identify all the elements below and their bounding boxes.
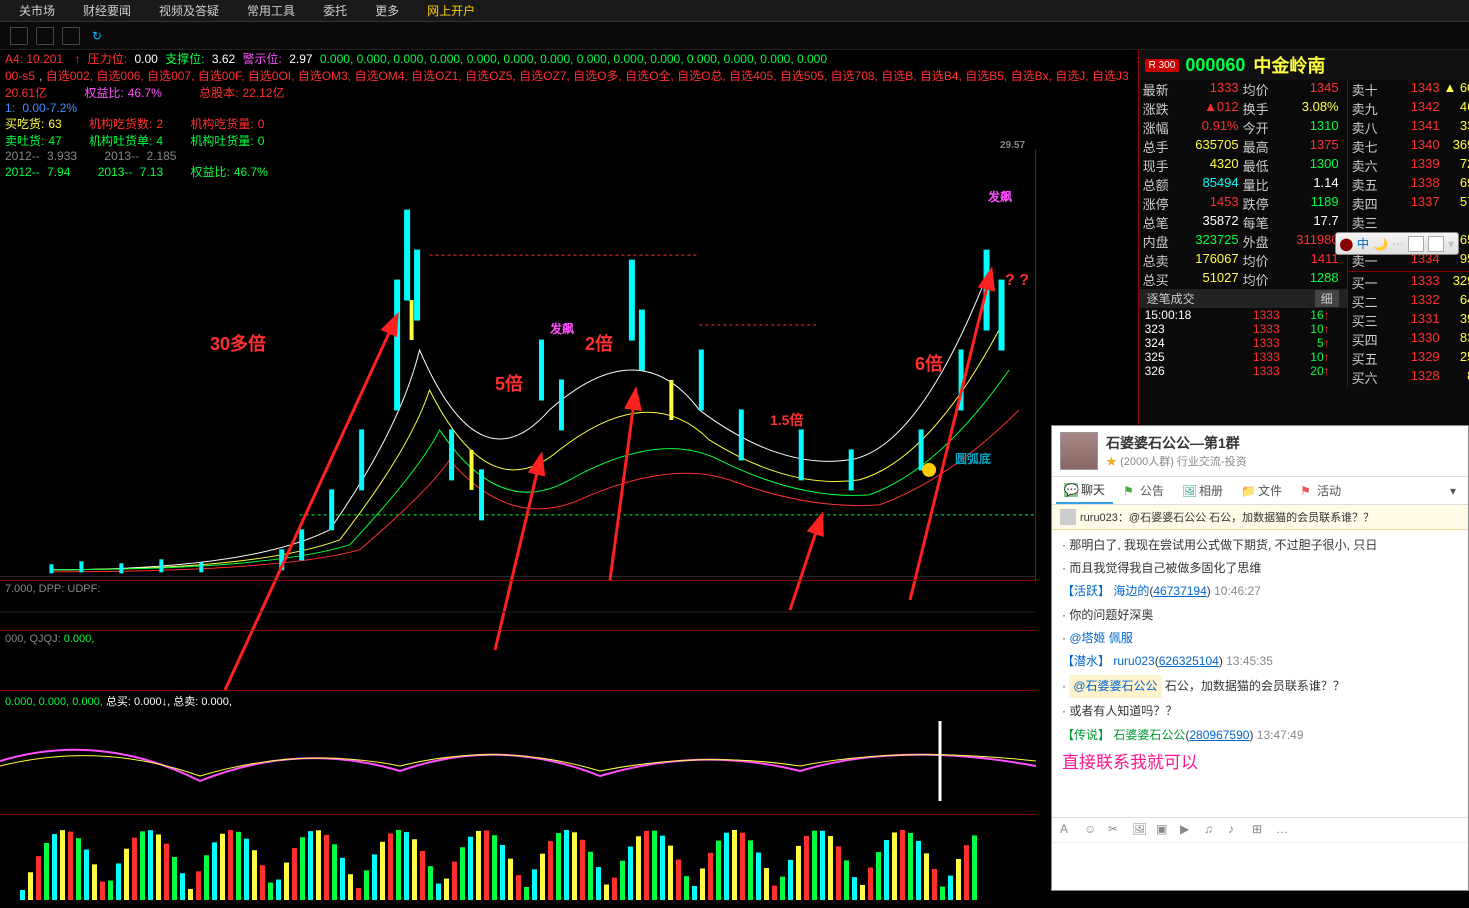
chat-message: 【潜水】 ruru023(626325104) 13:45:35 bbox=[1062, 652, 1458, 671]
annotation: ? ? bbox=[1005, 272, 1029, 290]
chat-format-icon[interactable]: A bbox=[1060, 822, 1076, 838]
float-icon-record[interactable]: ⬤ bbox=[1340, 237, 1353, 251]
menu-entrust[interactable]: 委托 bbox=[309, 0, 361, 22]
toolbar: ↻ bbox=[0, 22, 1469, 50]
chat-body[interactable]: · 那明白了, 我现在尝试用公式做下期货, 不过胆子很小, 只日 · 而且我觉得我… bbox=[1052, 530, 1468, 817]
float-icon-a[interactable] bbox=[1408, 236, 1424, 252]
annotation: 30多倍 bbox=[210, 330, 266, 356]
menubar: 关市场 财经要闻 视频及答疑 常用工具 委托 更多 网上开户 bbox=[0, 0, 1469, 22]
panel-4-volume bbox=[0, 815, 1036, 905]
annotation: 圆弧底 bbox=[955, 450, 991, 467]
a4-val: 10.201 bbox=[26, 52, 63, 66]
badge-r300: R 300 bbox=[1145, 59, 1180, 72]
chart-area[interactable]: A4: 10.201 ↑ 压力位: 0.00 支撑位: 3.62 警示位: 2.… bbox=[0, 50, 1138, 891]
chat-tab-notice[interactable]: ⚑公告 bbox=[1115, 477, 1172, 504]
stock-name: 中金岭南 bbox=[1253, 52, 1325, 78]
float-icon-down[interactable]: ▾ bbox=[1448, 237, 1454, 251]
chat-message: · 你的问题好深奥 bbox=[1062, 606, 1458, 625]
annotation: 发飙 bbox=[550, 320, 574, 337]
chat-tab-activity[interactable]: ⚑活动 bbox=[1292, 477, 1349, 504]
float-icon-more[interactable]: ⋯ bbox=[1392, 237, 1404, 251]
group-prefix: 00-s5 bbox=[5, 69, 35, 83]
panel-1 bbox=[0, 597, 1036, 627]
tick-list: 15:00:18133316↑323133310↑32413335↑325133… bbox=[1139, 308, 1347, 378]
annotation: 6倍 bbox=[915, 350, 943, 376]
float-icon-b[interactable] bbox=[1428, 236, 1444, 252]
panel-3-label: 0.000, 0.000, 0.000, 总买: 0.000↓, 总卖: 0.0… bbox=[0, 691, 1036, 711]
kline-chart[interactable] bbox=[0, 150, 1036, 580]
chat-tab-chat[interactable]: 💬聊天 bbox=[1056, 477, 1113, 504]
menu-news[interactable]: 财经要闻 bbox=[69, 0, 145, 22]
chat-tab-more[interactable]: ▾ bbox=[1442, 477, 1464, 504]
quote-grid: 最新1333均价1345涨跌▲012换手3.08%涨幅0.91%今开1310总手… bbox=[1139, 80, 1347, 289]
chat-grid-icon[interactable]: ⊞ bbox=[1252, 822, 1268, 838]
chat-emoji-icon[interactable]: ☺ bbox=[1084, 822, 1100, 838]
chat-image-icon[interactable]: 🖼 bbox=[1132, 822, 1148, 838]
annotation: 1.5倍 bbox=[770, 410, 803, 430]
chat-screenshot-icon[interactable]: ▣ bbox=[1156, 822, 1172, 838]
tick-header: 逐笔成交 细 bbox=[1139, 289, 1347, 308]
chat-message: · 而且我觉得我自己被做多固化了思维 bbox=[1062, 559, 1458, 578]
chat-title: 石婆婆石公公—第1群 bbox=[1106, 433, 1247, 453]
chat-message: 【活跃】 海边的(46737194) 10:46:27 bbox=[1062, 582, 1458, 601]
chat-video-icon[interactable]: ▶ bbox=[1180, 822, 1196, 838]
panel-3-oscillator bbox=[0, 711, 1036, 811]
panel-1-label: 7.000, DPP: UDPF: bbox=[0, 581, 1036, 597]
tick-detail-btn[interactable]: 细 bbox=[1315, 290, 1339, 307]
chat-message: · @塔姬 佩服 bbox=[1062, 629, 1458, 648]
chat-note-icon[interactable]: ♪ bbox=[1228, 822, 1244, 838]
annotation: 2倍 bbox=[585, 330, 613, 356]
chat-message: · 或者有人知道吗？？ bbox=[1062, 702, 1458, 721]
float-toolbar[interactable]: ⬤ 中 🌙 ⋯ ▾ bbox=[1335, 232, 1459, 255]
menu-more[interactable]: 更多 bbox=[361, 0, 413, 22]
menu-open-account[interactable]: 网上开户 bbox=[413, 0, 489, 22]
group-list: 自选002, 自选006, 自选007, 自选00F, 自选0OI, 自选OM3… bbox=[46, 69, 1129, 83]
menu-video[interactable]: 视频及答疑 bbox=[145, 0, 233, 22]
chat-message: · 那明白了, 我现在尝试用公式做下期货, 不过胆子很小, 只日 bbox=[1062, 536, 1458, 555]
refresh-icon[interactable]: ↻ bbox=[92, 29, 102, 43]
chat-message: 直接联系我就可以 bbox=[1062, 749, 1458, 776]
chat-tab-album[interactable]: 🖼相册 bbox=[1174, 477, 1231, 504]
annotation: 5倍 bbox=[495, 370, 523, 396]
float-icon-moon[interactable]: 🌙 bbox=[1373, 237, 1388, 251]
stock-code: 000060 bbox=[1185, 55, 1245, 76]
toolbar-icon-1[interactable] bbox=[10, 27, 28, 45]
chat-message: · @石婆婆石公公 石公，加数据猫的会员联系谁？？ bbox=[1062, 675, 1458, 698]
chat-message: 【传说】 石婆婆石公公(280967590) 13:47:49 bbox=[1062, 726, 1458, 745]
menu-tools[interactable]: 常用工具 bbox=[233, 0, 309, 22]
chat-music-icon[interactable]: ♫ bbox=[1204, 822, 1220, 838]
toolbar-icon-3[interactable] bbox=[62, 27, 80, 45]
chat-window: 石婆婆石公公—第1群 ★ (2000人群) 行业交流-投资 💬聊天 ⚑公告 🖼相… bbox=[1051, 425, 1469, 891]
annotation: 发飙 bbox=[988, 188, 1012, 205]
chat-scissor-icon[interactable]: ✂ bbox=[1108, 822, 1124, 838]
chat-avatar[interactable] bbox=[1060, 432, 1098, 470]
chat-more-icon[interactable]: … bbox=[1276, 822, 1292, 838]
panel-2-label: 000, QJQJ: 0.000, bbox=[0, 631, 1036, 647]
panel-2 bbox=[0, 647, 1036, 687]
chat-input-toolbar: A ☺ ✂ 🖼 ▣ ▶ ♫ ♪ ⊞ … bbox=[1052, 817, 1468, 842]
chat-tabs: 💬聊天 ⚑公告 🖼相册 📁文件 ⚑活动 ▾ bbox=[1052, 477, 1468, 505]
chat-tab-files[interactable]: 📁文件 bbox=[1233, 477, 1290, 504]
toolbar-icon-2[interactable] bbox=[36, 27, 54, 45]
chat-input[interactable] bbox=[1052, 842, 1468, 890]
chat-pinned: ruru023：@石婆婆石公公 石公，加数据猫的会员联系谁？？ bbox=[1052, 505, 1468, 530]
annotation: 29.57 bbox=[1000, 140, 1025, 151]
chat-subtitle: ★ (2000人群) 行业交流-投资 bbox=[1106, 453, 1247, 469]
float-icon-cn[interactable]: 中 bbox=[1357, 235, 1369, 252]
menu-market[interactable]: 关市场 bbox=[5, 0, 69, 22]
